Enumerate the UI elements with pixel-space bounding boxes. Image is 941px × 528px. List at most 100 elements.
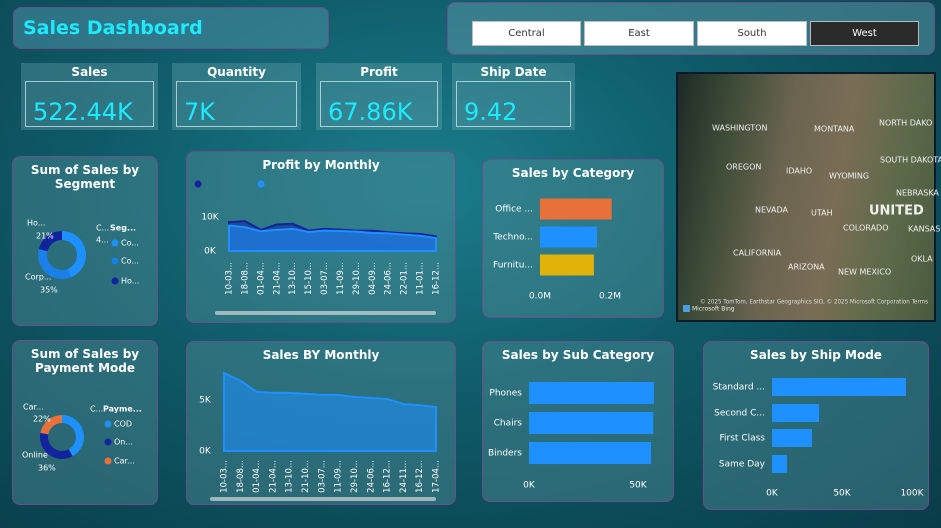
map-label: IDAHO	[786, 167, 812, 176]
map-label: NEBRASKA	[896, 189, 939, 198]
slice-value-label: 36%	[38, 464, 56, 473]
x-tick-label: 15-10...	[304, 262, 314, 295]
map-label: NORTH DAKO	[879, 119, 932, 128]
map-label: UNITED	[869, 204, 924, 219]
bar	[772, 378, 906, 396]
kpi-value: 522.44K	[33, 98, 133, 126]
legend-marker	[257, 180, 265, 188]
y-tick-label: First Class	[720, 434, 766, 444]
dashboard-title: Sales Dashboard	[23, 17, 203, 39]
x-tick-label: 13-10...	[288, 262, 298, 295]
x-tick-label: 13-10...	[285, 460, 295, 493]
bar	[772, 429, 813, 447]
chart-card: Sum of Sales by Segment	[12, 156, 158, 326]
map-label: KANSAS	[908, 225, 940, 234]
bar	[540, 198, 612, 220]
map-label: WYOMING	[829, 172, 869, 181]
legend-marker	[194, 180, 202, 188]
x-tick-label: 50K	[629, 481, 647, 491]
map-label: SOUTH DAKOTA	[880, 156, 941, 165]
x-tick-label: 24-06...	[384, 262, 394, 295]
x-tick-label: 10-03...	[220, 460, 230, 493]
x-tick-label: 03-07...	[317, 460, 327, 493]
y-tick-label: Furnitu...	[493, 261, 533, 271]
chart-title: Sum of Sales by Payment Mode	[30, 347, 140, 375]
slicer-option[interactable]: East	[584, 21, 694, 46]
x-tick-label: 100K	[900, 489, 924, 499]
kpi-box	[320, 81, 438, 127]
chart-card: Sales by Category	[482, 159, 664, 318]
map[interactable]	[676, 72, 936, 322]
x-tick-label: 17-04...	[432, 460, 442, 493]
map-label: ARIZONA	[788, 263, 825, 272]
slice-label: C...	[90, 405, 103, 414]
x-tick-label: 29-10...	[352, 262, 362, 295]
y-tick-label: Binders	[488, 449, 522, 459]
donut-slice	[40, 415, 62, 435]
map-label: MONTANA	[814, 125, 855, 134]
slice-value-label: 22%	[33, 415, 51, 424]
x-tick-label: 21-04...	[268, 460, 278, 493]
x-tick-label: 01-04...	[256, 262, 266, 295]
chart-title: Sum of Sales by Segment	[30, 163, 140, 191]
chart-title: Sales by Category	[511, 166, 635, 180]
kpi-box	[176, 81, 297, 127]
slicer-option[interactable]: South	[697, 21, 807, 46]
slicer-option[interactable]: West	[810, 21, 919, 46]
donut-slice	[38, 231, 62, 252]
kpi-card: Ship Date 9.42	[452, 63, 575, 130]
x-tick-label: 01-04...	[252, 460, 262, 493]
map-label: NEVADA	[755, 206, 788, 215]
legend-title: Payme...	[103, 405, 142, 414]
x-tick-label: 11-09...	[336, 262, 346, 295]
y-tick-label: 5K	[199, 396, 212, 406]
chart-title: Sales by Sub Category	[501, 348, 655, 362]
kpi-box	[25, 81, 154, 127]
x-tick-label: 50K	[833, 489, 851, 499]
slice-value-label: 4...	[96, 236, 109, 245]
slice-value-label: 35%	[40, 286, 58, 295]
scrollbar	[215, 311, 436, 315]
donut-slice	[40, 432, 73, 459]
x-tick-label: 21-04...	[272, 262, 282, 295]
kpi-label: Sales	[71, 65, 108, 79]
x-tick-label: 16-12...	[432, 262, 442, 295]
legend-label: Ho...	[121, 277, 139, 286]
bar	[529, 442, 652, 464]
bar	[772, 455, 787, 473]
x-tick-label: 18-08...	[236, 460, 246, 493]
bar	[540, 226, 598, 248]
slice-value-label: 21%	[36, 232, 54, 241]
legend-marker	[111, 257, 119, 265]
map-label: UTAH	[811, 209, 833, 218]
map-provider: Microsoft Bing	[692, 306, 735, 313]
map-label: WASHINGTON	[712, 124, 767, 133]
y-tick-label: Standard ...	[713, 383, 765, 393]
legend-label: Co...	[121, 239, 139, 248]
y-tick-label: Office ...	[495, 205, 533, 215]
kpi-value: 67.86K	[328, 98, 413, 126]
legend-marker	[111, 277, 119, 285]
bar	[772, 404, 820, 422]
y-tick-label: Second C...	[714, 409, 765, 419]
kpi-box	[456, 81, 571, 127]
bar	[540, 254, 594, 276]
kpi-value: 7K	[184, 98, 216, 126]
kpi-card: Profit 67.86K	[316, 63, 442, 130]
slice-label: C...	[96, 224, 109, 233]
y-tick-label: Techno...	[492, 233, 533, 243]
slice-label: Car...	[23, 403, 44, 412]
x-tick-label: 22-01...	[400, 262, 410, 295]
legend-title: Seg...	[110, 224, 136, 233]
donut-slice	[38, 249, 71, 279]
legend-marker	[104, 420, 112, 428]
kpi-card: Quantity 7K	[172, 63, 301, 130]
slicer-option[interactable]: Central	[472, 21, 581, 46]
y-tick-label: 0K	[199, 447, 212, 457]
bar	[529, 382, 654, 404]
x-tick-label: 16-12...	[415, 460, 425, 493]
x-tick-label: 0.2M	[599, 292, 621, 302]
chart-title: Sales BY Monthly	[262, 348, 380, 362]
area	[228, 224, 437, 252]
